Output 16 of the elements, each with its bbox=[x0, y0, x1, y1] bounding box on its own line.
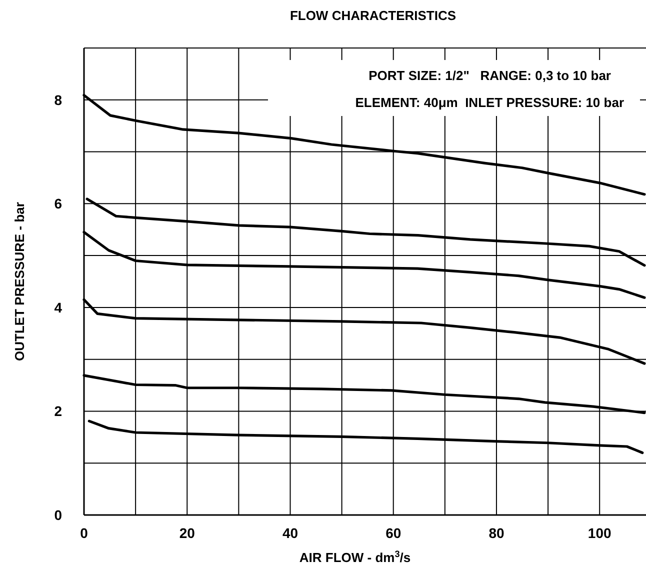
y-tick-label: 6 bbox=[54, 196, 62, 212]
x-tick-label: 60 bbox=[386, 525, 402, 541]
annotation: ELEMENT: 40μm INLET PRESSURE: 10 bar bbox=[355, 95, 624, 110]
x-tick-label: 40 bbox=[282, 525, 298, 541]
x-tick-label: 80 bbox=[488, 525, 504, 541]
x-tick-label: 100 bbox=[588, 525, 612, 541]
x-axis-title: AIR FLOW - dm$^{3}$/s bbox=[299, 549, 411, 565]
chart-title: FLOW CHARACTERISTICS bbox=[290, 8, 456, 23]
annotation: PORT SIZE: 1/2" RANGE: 0,3 to 10 bar bbox=[368, 68, 611, 83]
y-tick-label: 4 bbox=[54, 299, 62, 316]
y-tick-label: 0 bbox=[54, 507, 62, 523]
x-tick-label: 20 bbox=[179, 525, 196, 541]
x-tick-label: 0 bbox=[80, 525, 88, 541]
y-tick-label: 2 bbox=[54, 403, 62, 420]
y-axis-title: OUTLET PRESSURE - bar bbox=[12, 202, 27, 361]
y-tick-label: 8 bbox=[54, 92, 62, 108]
